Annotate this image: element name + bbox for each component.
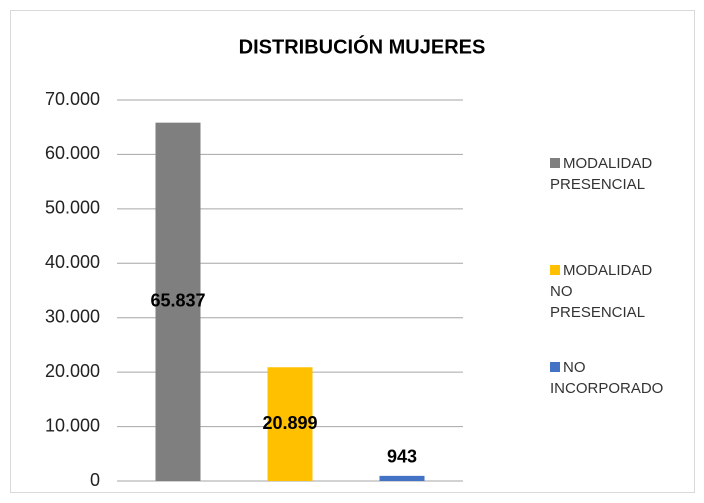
legend-entry: MODALIDAD PRESENCIAL xyxy=(550,153,670,195)
y-tick-label: 0 xyxy=(90,470,100,490)
legend-swatch xyxy=(550,265,560,275)
data-label: 943 xyxy=(387,447,417,467)
y-tick-label: 40.000 xyxy=(45,252,100,272)
chart-title: DISTRIBUCIÓN MUJERES xyxy=(239,34,486,58)
legend-entry: MODALIDAD NO PRESENCIAL xyxy=(550,260,665,323)
y-tick-label: 10.000 xyxy=(45,415,100,435)
bar xyxy=(379,475,425,481)
legend-entry: NO INCORPORADO xyxy=(550,357,700,399)
bar xyxy=(155,122,201,481)
bar xyxy=(267,367,313,481)
y-tick-label: 50.000 xyxy=(45,198,100,218)
legend-label: NO INCORPORADO xyxy=(550,359,664,397)
y-tick-label: 70.000 xyxy=(45,89,100,109)
data-label: 20.899 xyxy=(262,413,317,433)
legend-swatch xyxy=(550,158,560,168)
y-tick-label: 60.000 xyxy=(45,143,100,163)
chart-border xyxy=(10,10,695,493)
legend-label: MODALIDAD PRESENCIAL xyxy=(550,155,653,193)
legend-label: MODALIDAD NO PRESENCIAL xyxy=(550,262,653,321)
y-tick-label: 20.000 xyxy=(45,361,100,381)
y-tick-label: 30.000 xyxy=(45,306,100,326)
legend-swatch xyxy=(550,362,560,372)
data-label: 65.837 xyxy=(150,291,205,311)
